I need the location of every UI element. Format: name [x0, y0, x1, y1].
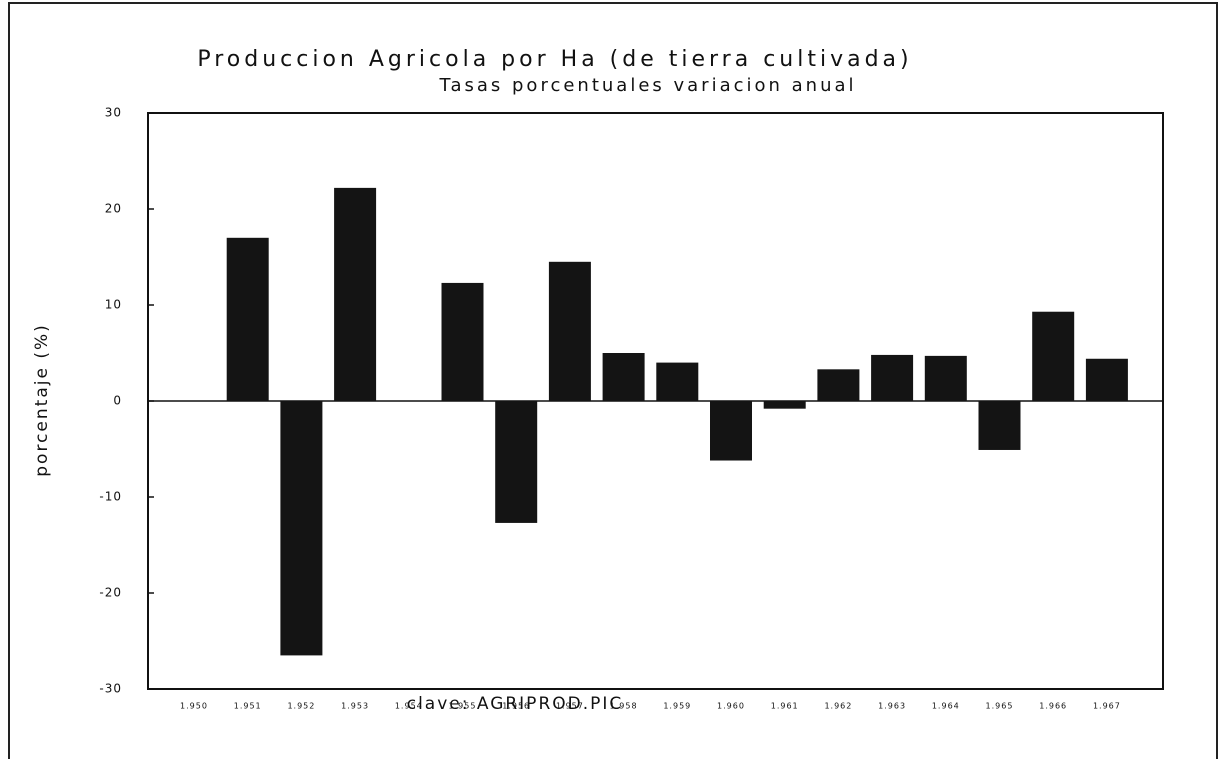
x-tick-label: 1.955	[449, 702, 477, 711]
x-tick-label: 1.956	[502, 702, 530, 711]
y-tick-label: 30	[105, 106, 122, 120]
x-tick-label: 1.952	[287, 702, 315, 711]
bar	[495, 401, 538, 523]
y-tick-label: -10	[99, 490, 122, 504]
bar	[1085, 358, 1128, 401]
x-tick-label: 1.961	[771, 702, 799, 711]
x-tick-label: 1.965	[986, 702, 1014, 711]
x-tick-label: 1.958	[610, 702, 638, 711]
x-tick-label: 1.966	[1039, 702, 1067, 711]
y-axis-label: porcentaje (%)	[32, 323, 52, 476]
x-axis-label: clave: AGRIPROD.PIC	[407, 694, 624, 714]
x-tick-label: 1.963	[878, 702, 906, 711]
bar	[226, 237, 269, 401]
x-tick-label: 1.967	[1093, 702, 1121, 711]
bar	[710, 401, 752, 461]
bar	[871, 354, 914, 401]
x-tick-label: 1.950	[180, 702, 208, 711]
x-tick-label: 1.962	[824, 702, 852, 711]
bar	[602, 353, 645, 401]
x-tick-label: 1.951	[234, 702, 262, 711]
bar	[978, 401, 1021, 450]
bar	[280, 401, 323, 656]
bar	[763, 401, 806, 409]
y-tick-label: 0	[113, 394, 122, 408]
y-tick-label: 20	[105, 202, 122, 216]
bar	[334, 187, 377, 401]
y-tick-label: -30	[99, 682, 122, 696]
bar	[817, 369, 860, 401]
y-tick-label: -20	[99, 586, 122, 600]
x-tick-label: 1.957	[556, 702, 584, 711]
chart-title: Produccion Agricola por Ha (de tierra cu…	[197, 47, 912, 72]
bar	[656, 362, 699, 401]
x-tick-label: 1.964	[932, 702, 960, 711]
x-tick-label: 1.960	[717, 702, 745, 711]
x-tick-label: 1.954	[395, 702, 423, 711]
x-tick-label: 1.959	[663, 702, 691, 711]
bar	[1032, 311, 1075, 401]
bar	[548, 261, 591, 401]
chart-subtitle: Tasas porcentuales variacion anual	[438, 75, 856, 96]
x-tick-label: 1.953	[341, 702, 369, 711]
bar	[441, 282, 484, 401]
y-tick-label: 10	[105, 298, 122, 312]
bar	[924, 355, 967, 401]
